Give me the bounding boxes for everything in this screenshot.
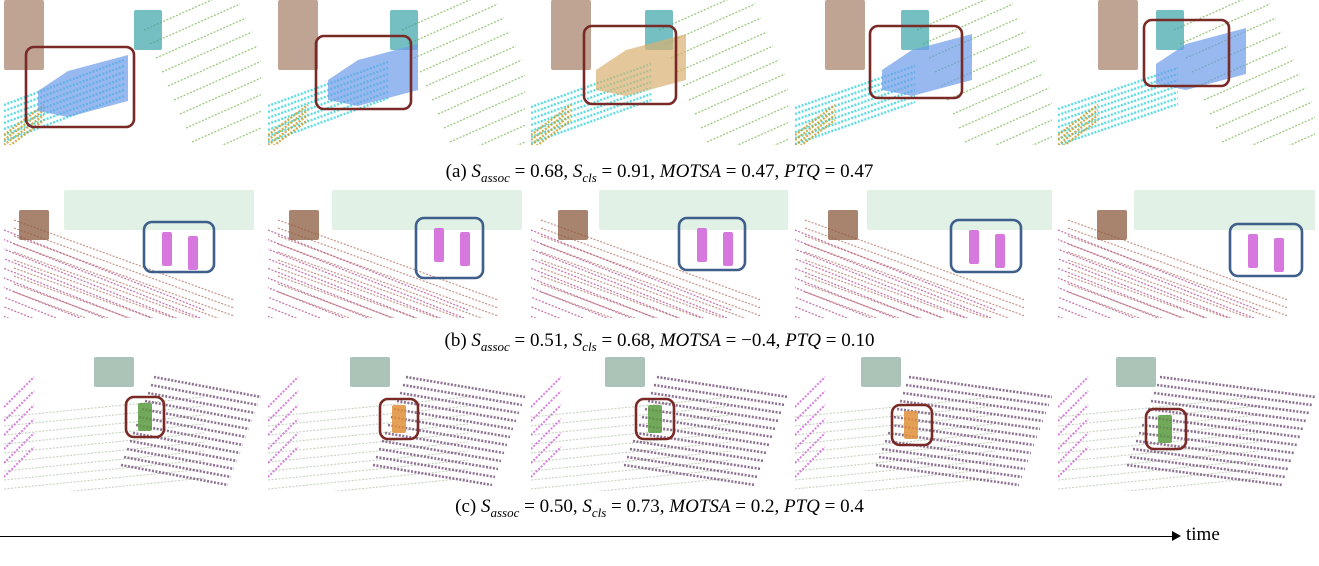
- caption-a-s-cls: 0.91: [617, 161, 651, 182]
- caption-a-s-assoc: 0.68: [530, 161, 564, 182]
- point-cloud-a-3: [531, 0, 788, 145]
- caption-c-s-assoc: 0.50: [539, 496, 573, 517]
- point-cloud-c-1: [4, 357, 261, 491]
- time-arrow-line: [0, 536, 1176, 537]
- caption-c-motsa: 0.2: [750, 496, 775, 517]
- point-cloud-c-2: [267, 357, 525, 491]
- frame-c-3: [531, 357, 788, 491]
- caption-b: (b) Sassoc = 0.51, Scls = 0.68, MOTSA = …: [444, 330, 875, 354]
- caption-a-prefix: (a): [445, 161, 467, 182]
- frame-b-3: [531, 190, 788, 318]
- frame-a-5: [1058, 0, 1315, 145]
- frame-c-2: [267, 357, 525, 491]
- row-b: [4, 190, 1315, 318]
- point-cloud-c-3: [531, 357, 788, 491]
- time-arrow-head-icon: [1172, 531, 1181, 541]
- frame-c-1: [4, 357, 261, 491]
- point-cloud-b-5: [1058, 190, 1315, 318]
- caption-a: (a) Sassoc = 0.68, Scls = 0.91, MOTSA = …: [445, 161, 874, 185]
- frame-c-5: [1058, 357, 1315, 491]
- caption-c: (c) Sassoc = 0.50, Scls = 0.73, MOTSA = …: [455, 496, 864, 520]
- frame-a-4: [794, 0, 1052, 145]
- point-cloud-b-3: [531, 190, 788, 318]
- row-a: [4, 0, 1315, 145]
- point-cloud-a-1: [4, 0, 261, 145]
- caption-a-motsa: 0.47: [741, 161, 775, 182]
- caption-b-ptq: 0.10: [841, 330, 875, 351]
- point-cloud-b-1: [4, 190, 254, 318]
- frame-c-4: [794, 357, 1052, 491]
- caption-c-ptq: 0.4: [840, 496, 864, 517]
- frame-b-2: [267, 190, 525, 318]
- row-c: [4, 357, 1315, 491]
- point-cloud-a-4: [794, 0, 1052, 145]
- caption-b-prefix: (b): [444, 330, 467, 351]
- point-cloud-c-5: [1058, 357, 1315, 491]
- caption-c-prefix: (c): [455, 496, 477, 517]
- frame-b-1: [4, 190, 261, 318]
- caption-b-s-cls: 0.68: [616, 330, 651, 351]
- caption-b-s-assoc: 0.51: [530, 330, 564, 351]
- point-cloud-a-5: [1058, 0, 1315, 145]
- frame-a-3: [531, 0, 788, 145]
- caption-a-ptq: 0.47: [840, 161, 874, 182]
- caption-c-s-cls: 0.73: [626, 496, 660, 517]
- caption-b-motsa: −0.4: [741, 330, 776, 351]
- point-cloud-b-4: [794, 190, 1052, 318]
- point-cloud-c-4: [794, 357, 1052, 491]
- point-cloud-a-2: [267, 0, 525, 145]
- point-cloud-b-2: [267, 190, 522, 318]
- frame-a-2: [267, 0, 525, 145]
- frame-b-4: [794, 190, 1052, 318]
- frame-b-5: [1058, 190, 1315, 318]
- time-axis-label: time: [1186, 524, 1220, 545]
- frame-a-1: [4, 0, 261, 145]
